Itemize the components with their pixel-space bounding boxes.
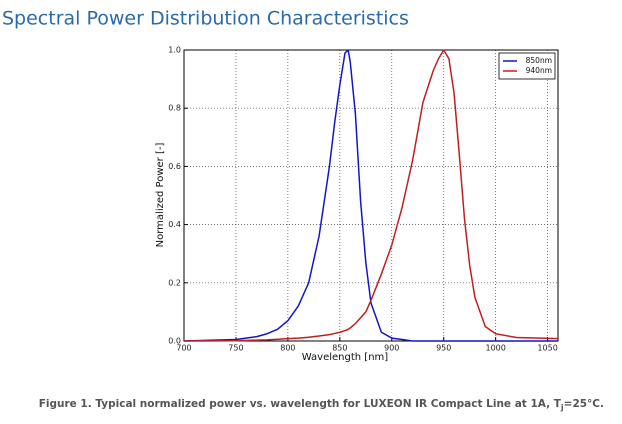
caption: Figure 1. Typical normalized power vs. w… bbox=[39, 398, 604, 412]
caption-text: =25°C. bbox=[564, 398, 604, 410]
y-tick-label: 0.4 bbox=[168, 220, 181, 229]
x-tick-label: 750 bbox=[228, 344, 243, 353]
legend-box bbox=[498, 52, 556, 80]
series-line bbox=[183, 49, 559, 342]
y-tick-label: 0.0 bbox=[168, 337, 181, 346]
x-tick-label: 1050 bbox=[537, 344, 557, 353]
x-tick-label: 800 bbox=[280, 344, 295, 353]
y-tick-label: 0.2 bbox=[168, 278, 181, 287]
plot-frame bbox=[183, 49, 559, 342]
x-tick-label: 850 bbox=[332, 344, 347, 353]
y-tick-label: 1.0 bbox=[168, 46, 181, 55]
page-title: Spectral Power Distribution Characterist… bbox=[2, 8, 409, 30]
y-tick-label: 0.8 bbox=[168, 104, 181, 113]
x-tick-label: 1000 bbox=[485, 344, 505, 353]
legend-label: 850nm bbox=[526, 56, 552, 65]
y-axis-label: Normalized Power [-] bbox=[155, 143, 166, 248]
y-tick-label: 0.6 bbox=[168, 162, 181, 171]
series-line bbox=[183, 49, 558, 342]
caption-text: Figure 1. Typical normalized power vs. w… bbox=[39, 398, 562, 410]
legend-label: 940nm bbox=[526, 66, 552, 75]
x-tick-label: 700 bbox=[176, 344, 191, 353]
caption-subscript: j bbox=[560, 403, 564, 412]
x-axis-label: Wavelength [nm] bbox=[302, 352, 388, 363]
x-tick-label: 900 bbox=[384, 344, 399, 353]
x-tick-label: 950 bbox=[436, 344, 451, 353]
